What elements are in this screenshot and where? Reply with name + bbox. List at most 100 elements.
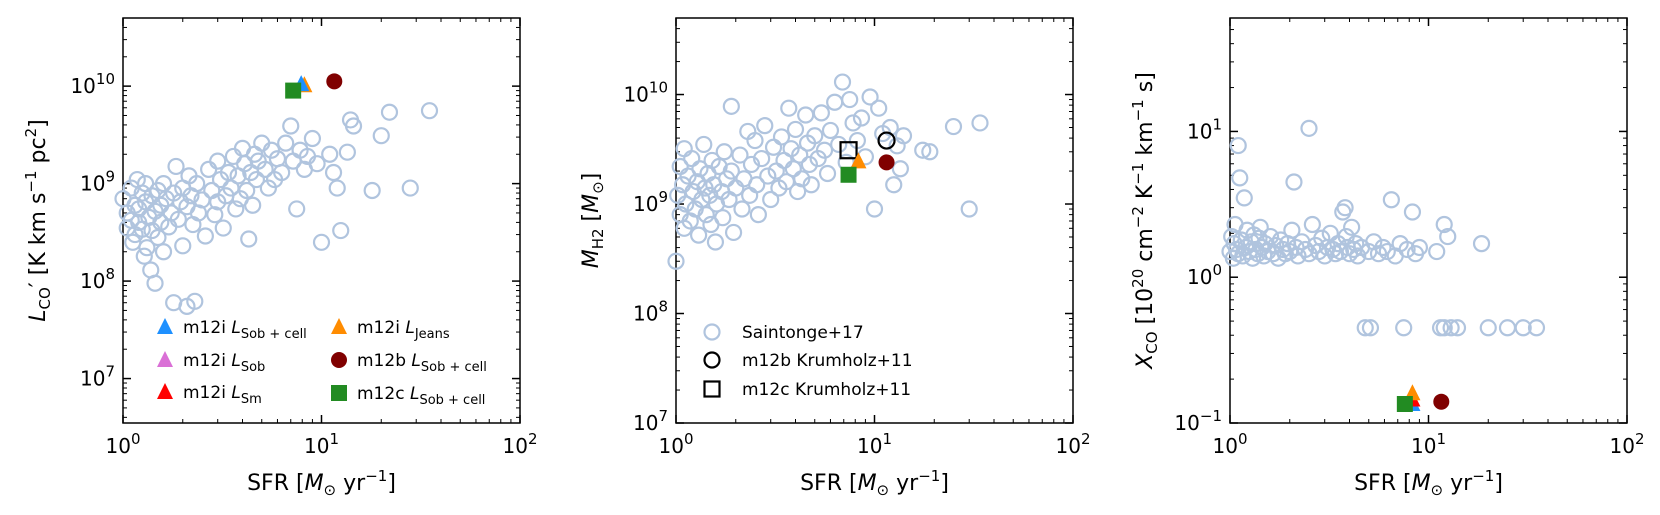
legend-label: m12i LSob xyxy=(183,351,265,375)
data-point xyxy=(1479,319,1497,337)
x-tick-label: 102 xyxy=(1056,430,1091,458)
y-axis-label: MH2 [M⊙] xyxy=(579,173,607,269)
data-point xyxy=(764,138,783,156)
legend-marker xyxy=(157,318,173,334)
data-point xyxy=(1343,218,1361,236)
data-point xyxy=(262,141,281,159)
y-tick-label: 107 xyxy=(80,363,115,391)
y-tick-label: 100 xyxy=(1187,261,1222,289)
data-point xyxy=(780,99,798,117)
legend-marker xyxy=(331,318,347,334)
x-tick-label: 101 xyxy=(857,430,892,458)
y-tick-label: 1010 xyxy=(623,79,668,107)
series-saintonge-17 xyxy=(667,73,989,270)
series-m12c-krumholz-11 xyxy=(839,141,858,160)
data-point xyxy=(840,166,857,183)
data-point xyxy=(1251,218,1269,236)
legend-marker xyxy=(157,383,173,399)
x-tick-label: 101 xyxy=(304,430,339,458)
data-point xyxy=(1361,319,1380,337)
data-point xyxy=(1472,235,1491,253)
data-point xyxy=(344,117,363,135)
data-point xyxy=(865,200,884,218)
legend-marker xyxy=(331,352,347,368)
data-point xyxy=(244,196,262,214)
data-point xyxy=(759,167,777,185)
data-point xyxy=(812,104,830,122)
minor-ticks xyxy=(123,18,520,423)
data-point xyxy=(821,121,840,140)
data-point xyxy=(806,127,824,145)
data-point xyxy=(324,163,343,182)
data-point xyxy=(188,175,206,193)
data-point xyxy=(815,141,834,159)
data-point xyxy=(247,170,266,189)
data-point xyxy=(695,135,713,154)
data-point xyxy=(753,149,771,168)
data-point xyxy=(1244,249,1262,267)
data-point xyxy=(321,145,339,163)
data-point xyxy=(326,73,343,90)
data-point xyxy=(793,170,811,188)
data-point xyxy=(1349,247,1367,265)
x-axis-label: SFR [M⊙ yr−1] xyxy=(247,467,396,499)
minor-ticks xyxy=(1230,18,1627,423)
data-point xyxy=(683,149,701,168)
legend-marker xyxy=(703,380,721,398)
data-point xyxy=(960,200,978,218)
data-point xyxy=(784,160,802,178)
data-point xyxy=(380,103,399,121)
data-point xyxy=(1433,393,1450,410)
data-point xyxy=(791,146,809,164)
data-point xyxy=(1435,215,1453,234)
y-tick-label: 109 xyxy=(633,188,668,216)
data-point xyxy=(667,252,685,270)
data-point xyxy=(209,152,227,170)
data-point xyxy=(206,206,224,224)
data-point xyxy=(1514,319,1532,337)
data-point xyxy=(1398,240,1416,259)
legend-label: m12b Krumholz+11 xyxy=(742,351,913,371)
data-point xyxy=(138,239,156,257)
data-point xyxy=(724,223,743,242)
data-point xyxy=(749,206,767,224)
data-point xyxy=(154,243,173,261)
data-point xyxy=(881,118,899,137)
data-point xyxy=(1283,221,1301,239)
data-point xyxy=(256,160,274,178)
data-point xyxy=(1448,319,1467,337)
y-tick-label: 109 xyxy=(80,168,115,196)
series-m12b-l-sob-cell xyxy=(878,154,895,171)
y-tick-label: 108 xyxy=(80,265,115,293)
data-point xyxy=(833,73,852,91)
legend-marker xyxy=(331,385,347,401)
data-point xyxy=(971,114,989,132)
data-point xyxy=(401,179,419,197)
legend-marker xyxy=(703,323,721,341)
data-point xyxy=(1264,245,1282,263)
data-point xyxy=(714,209,732,227)
data-point xyxy=(273,163,291,182)
x-tick-label: 100 xyxy=(1213,430,1248,458)
data-point xyxy=(303,129,322,148)
data-point xyxy=(224,147,243,166)
y-tick-label: 107 xyxy=(633,407,668,435)
data-point xyxy=(372,127,390,145)
data-point xyxy=(722,97,740,115)
data-point xyxy=(826,93,844,111)
data-point xyxy=(800,155,819,174)
data-point xyxy=(227,200,245,218)
data-point xyxy=(338,143,356,161)
data-point xyxy=(1374,238,1392,257)
data-point xyxy=(870,99,888,117)
data-point xyxy=(288,200,306,218)
data-point xyxy=(1442,319,1460,337)
data-point xyxy=(772,128,791,146)
data-point xyxy=(885,176,903,194)
data-point xyxy=(877,131,896,150)
data-point xyxy=(802,176,820,194)
data-point xyxy=(914,141,932,159)
data-point xyxy=(731,146,749,164)
